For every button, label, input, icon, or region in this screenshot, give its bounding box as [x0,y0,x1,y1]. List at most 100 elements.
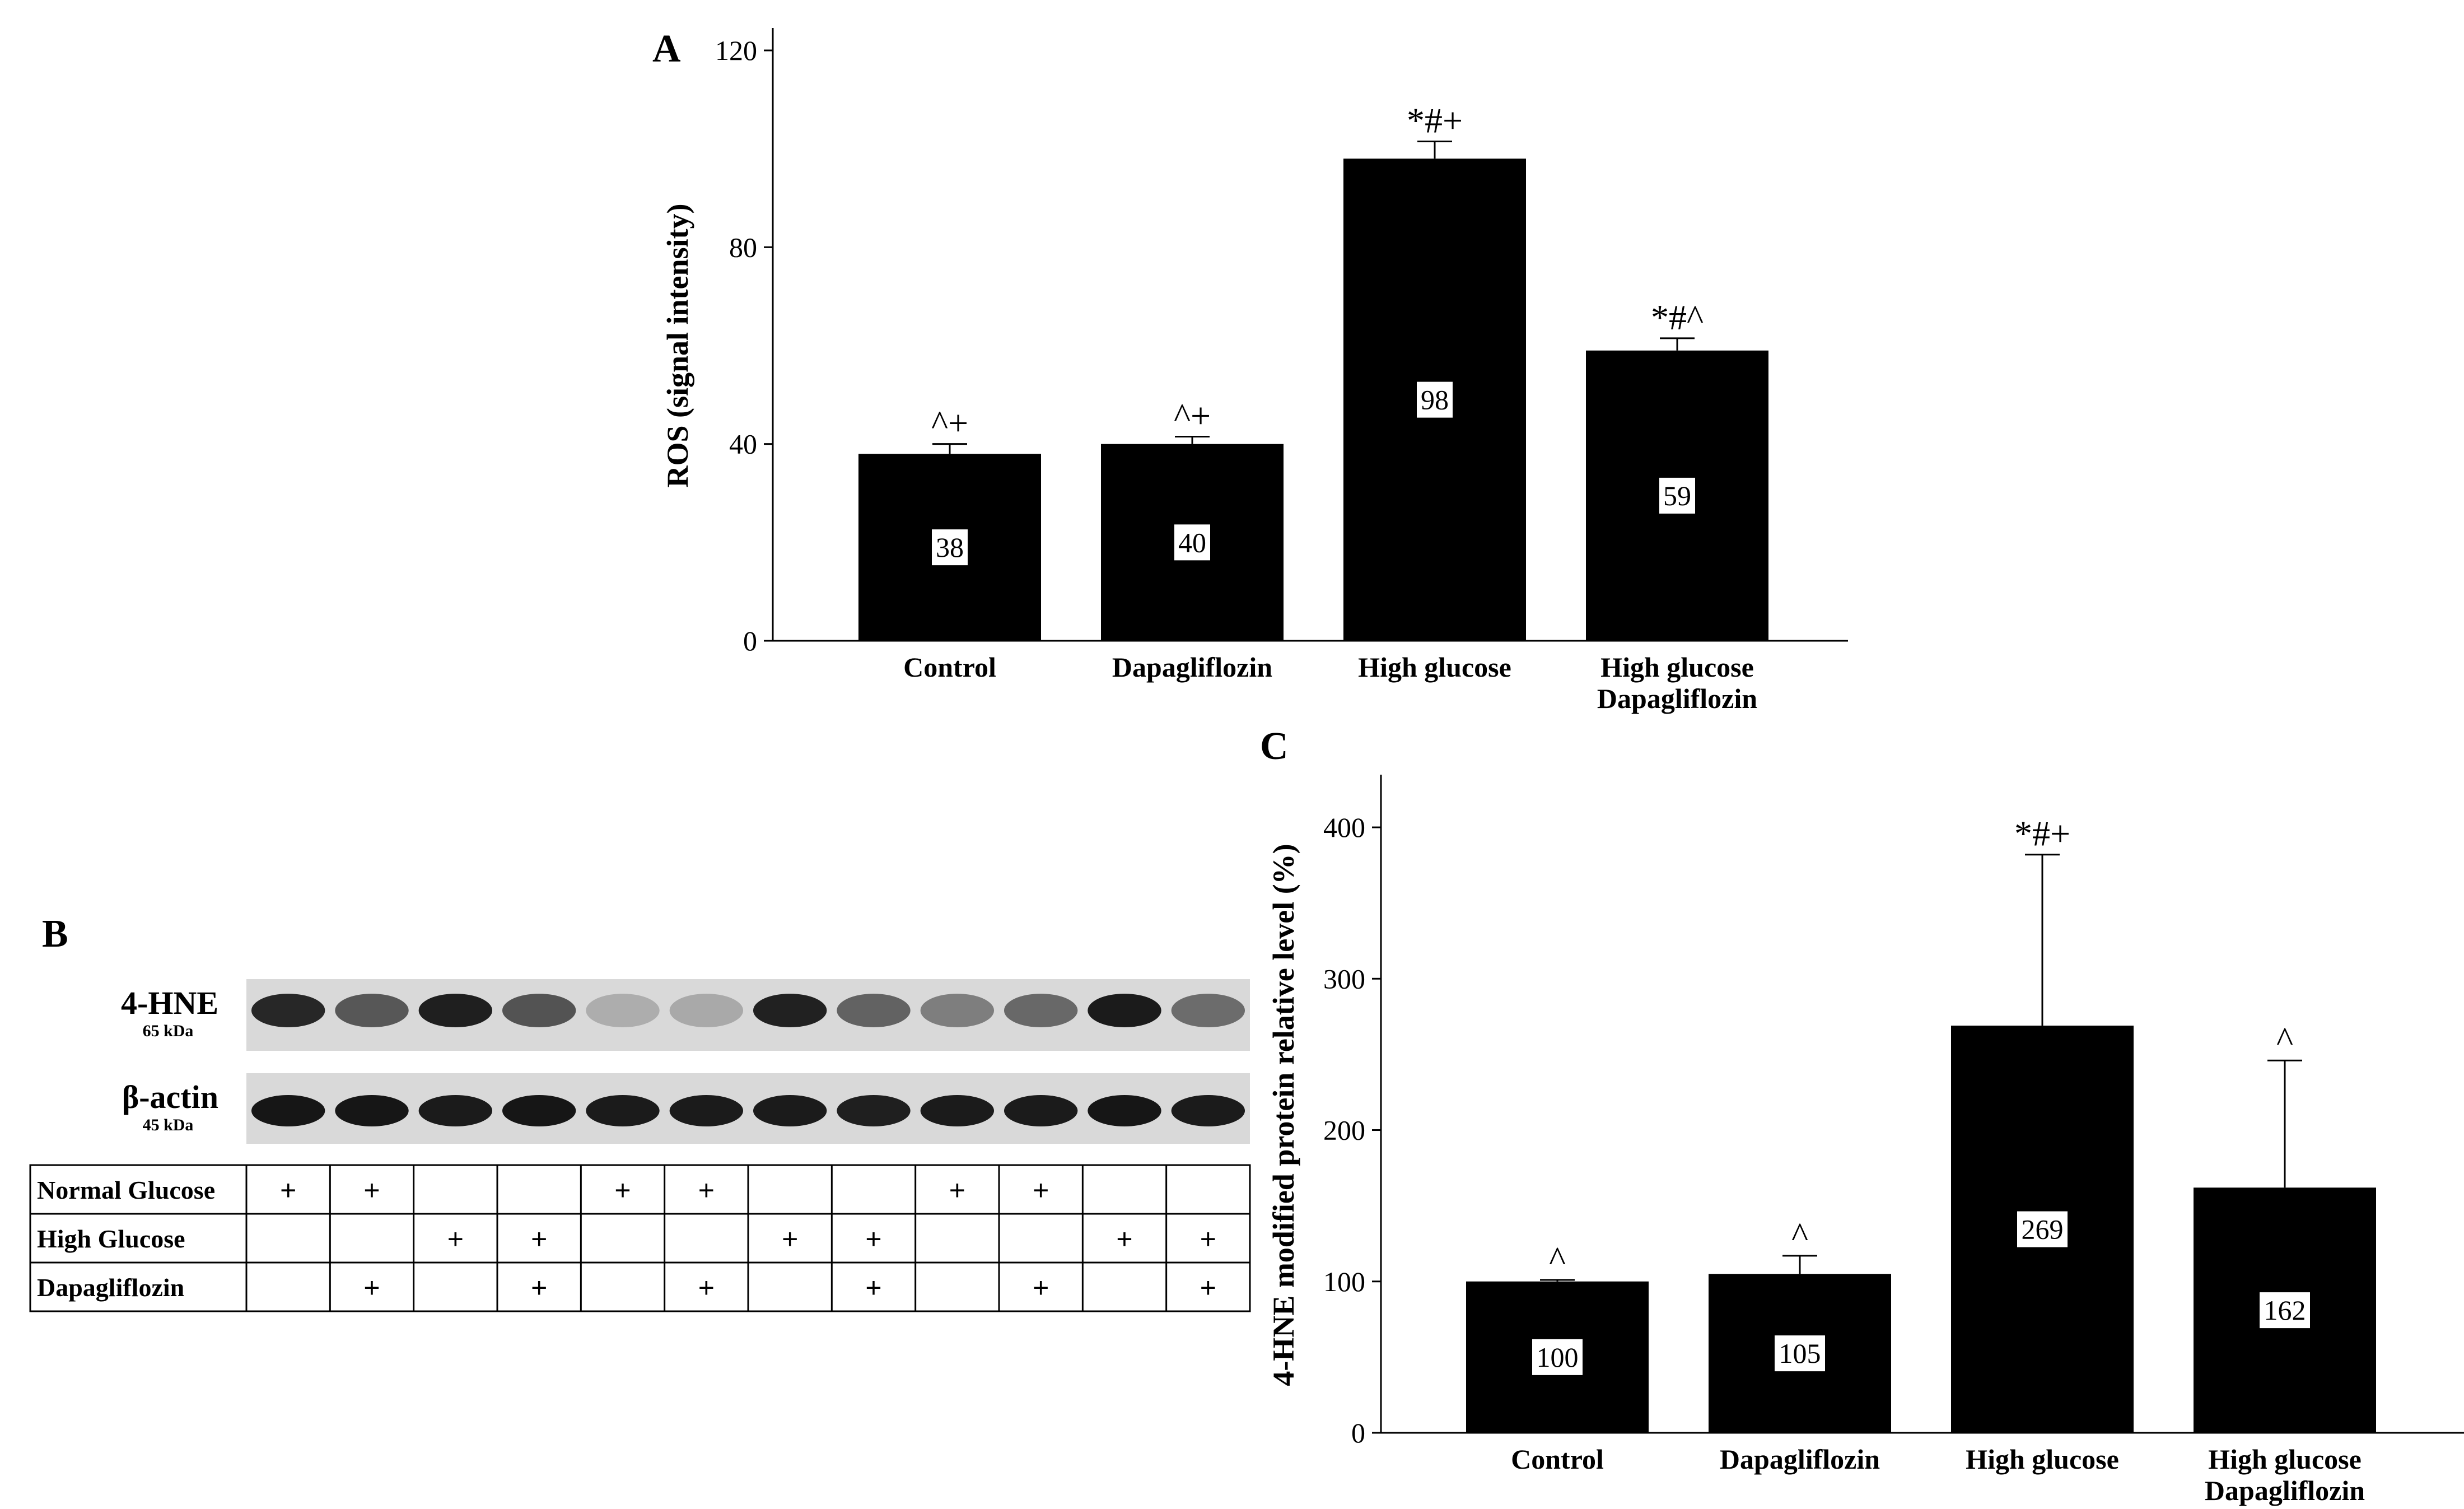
table-border [29,1164,1251,1312]
table-plus-mark: + [1033,1175,1049,1206]
chart-a-y-tick-label: 120 [715,35,757,66]
table-plus-mark: + [949,1175,965,1206]
chart-c-x-tick-label: High glucose [2208,1443,2362,1475]
table-plus-mark: + [280,1175,296,1206]
table-plus-mark: + [698,1272,715,1303]
chart-a-data-label-box [1659,477,1695,514]
chart-c-y-tick-label: 100 [1323,1266,1365,1297]
table-plus-mark: + [1033,1272,1049,1303]
chart-a-y-tick-label: 0 [743,625,757,656]
chart-a-x-tick-label: High glucose [1358,651,1511,683]
blot-band [502,994,576,1027]
chart-c-x-tick-label: High glucose [1966,1443,2119,1475]
chart-panel-c: C 0 100 200 300 400 4-HNE modified protein re… [1260,725,2464,1506]
blot-band [418,1095,493,1126]
table-plus-mark: + [865,1272,881,1303]
chart-c-y-tick-label: 200 [1323,1115,1365,1146]
chart-a-data-label: 59 [1663,480,1691,511]
blot-row-label: 4-HNE [121,985,218,1021]
blot-band [335,1095,409,1126]
chart-a-data-label: 40 [1178,527,1206,558]
table-plus-mark: + [447,1223,464,1255]
table-plus-mark: + [1200,1272,1216,1303]
blot-band [251,1095,325,1126]
chart-c-data-label: 162 [2264,1294,2306,1326]
panel-letter-c: C [1260,725,1289,768]
chart-a-y-tick-label: 80 [729,231,757,263]
chart-c-significance-label: ^ [2276,1019,2293,1059]
table-plus-mark: + [614,1175,631,1206]
blot-band [920,994,995,1027]
blot-band [586,1095,660,1126]
chart-a-data-label-box [932,529,968,566]
chart-a-y-axis-label: ROS (signal intensity) [661,203,694,487]
blot-band [837,1095,911,1126]
chart-a-data-label: 98 [1421,384,1449,416]
table-row-label: Normal Glucose [37,1176,215,1204]
chart-c-data-label-box [1532,1339,1583,1375]
blot-row-kda: 45 kDa [143,1116,194,1134]
blot-band [335,994,409,1027]
blot-band [753,994,827,1027]
treatment-table: Normal Glucose + + + + + + High Glucose + + + + + + Da… [29,1164,1251,1312]
table-plus-mark: + [1116,1223,1132,1255]
chart-c-data-label: 100 [1537,1342,1579,1373]
blot-band [1088,1095,1161,1126]
chart-c-x-tick-label: Dapagliflozin [1720,1443,1880,1475]
chart-a-x-tick-label: Dapagliflozin [1597,683,1757,714]
blot-band [1004,1095,1078,1126]
blot-row-label: β-actin [122,1079,218,1115]
chart-c-y-tick-label: 0 [1351,1417,1365,1449]
blot-band [502,1095,576,1126]
chart-a-data-label-box [1174,524,1210,561]
blot-band [1004,994,1078,1027]
table-plus-mark: + [1200,1223,1216,1255]
chart-c-data-label: 105 [1779,1338,1821,1369]
chart-a-x-tick-label: High glucose [1600,651,1754,683]
blot-band [586,994,660,1027]
chart-a-x-tick-label: Dapagliflozin [1112,651,1272,683]
chart-c-y-axis-label: 4-HNE modified protein relative level (%… [1267,844,1300,1386]
chart-a-data-label: 38 [936,532,964,563]
table-plus-mark: + [782,1223,798,1255]
chart-c-y-tick-label: 400 [1323,812,1365,843]
chart-c-significance-label: *#+ [2014,814,2070,854]
chart-c-data-label-box [2017,1211,2068,1247]
chart-a-significance-label: *#^ [1651,297,1704,337]
chart-c-y-tick-label: 300 [1323,963,1365,994]
table-plus-mark: + [531,1223,547,1255]
panel-letter-b: B [42,912,68,956]
chart-a-y-tick-label: 40 [729,429,757,460]
chart-a-significance-label: ^+ [931,403,968,443]
panel-letter-a: A [652,27,681,71]
blot-band [669,994,744,1027]
chart-c-significance-label: ^ [1549,1239,1566,1279]
blot-band [753,1095,827,1126]
blot-band [1088,994,1161,1027]
table-plus-mark: + [531,1272,547,1303]
chart-a-significance-label: *#+ [1407,100,1463,140]
table-plus-mark: + [698,1175,715,1206]
chart-a-significance-label: ^+ [1174,395,1211,435]
blot-band [251,994,325,1027]
blot-band [1171,994,1245,1027]
blot-row-kda: 65 kDa [143,1022,194,1040]
blot-band [1171,1095,1245,1126]
blot-band [920,1095,995,1126]
table-plus-mark: + [363,1272,380,1303]
chart-c-data-label-box [1775,1335,1825,1372]
blot-band [418,994,493,1027]
table-plus-mark: + [865,1223,881,1255]
chart-a-data-label-box [1417,381,1453,418]
table-row-label: Dapagliflozin [37,1273,184,1302]
chart-a-x-tick-label: Control [903,651,996,683]
blot-strip-hne [246,979,1250,1051]
table-plus-mark: + [363,1175,380,1206]
chart-c-x-tick-label: Dapagliflozin [2205,1475,2365,1506]
table-row-label: High Glucose [37,1224,185,1253]
blot-strip-actin [246,1073,1250,1144]
blot-band [837,994,911,1027]
chart-c-data-label: 269 [2022,1214,2064,1245]
